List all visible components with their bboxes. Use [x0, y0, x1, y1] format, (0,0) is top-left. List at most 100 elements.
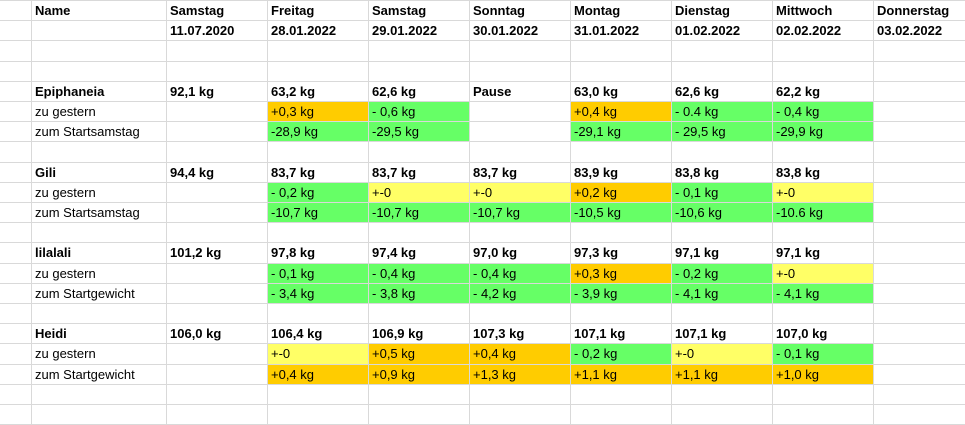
- diff-cell[interactable]: [470, 102, 570, 121]
- total-cell[interactable]: +1,1 kg: [571, 365, 671, 384]
- row-label-cell[interactable]: zum Startsamstag: [35, 205, 140, 220]
- diff-cell[interactable]: [167, 344, 267, 364]
- header-date-cell[interactable]: 11.07.2020: [170, 23, 235, 38]
- diff-cell[interactable]: +-0: [773, 264, 873, 283]
- weight-cell[interactable]: 62,6 kg: [372, 84, 417, 99]
- diff-cell[interactable]: +-0: [369, 183, 469, 202]
- header-date-cell[interactable]: 03.02.2022: [877, 23, 943, 38]
- diff-cell[interactable]: - 0,1 kg: [773, 344, 873, 364]
- diff-cell[interactable]: +0,2 kg: [571, 183, 671, 202]
- weight-cell[interactable]: 106,4 kg: [271, 326, 323, 341]
- weight-cell[interactable]: 107,0 kg: [776, 326, 828, 341]
- total-cell[interactable]: -10,5 kg: [571, 203, 671, 222]
- diff-cell[interactable]: +0,4 kg: [571, 102, 671, 121]
- person-name-cell[interactable]: lilalali: [35, 245, 72, 260]
- weight-cell[interactable]: Pause: [473, 84, 512, 99]
- total-cell[interactable]: +1,1 kg: [672, 365, 772, 384]
- weight-cell[interactable]: 107,3 kg: [473, 326, 525, 341]
- total-cell[interactable]: +1,3 kg: [470, 365, 570, 384]
- total-cell[interactable]: - 4,1 kg: [773, 284, 873, 303]
- weight-cell[interactable]: 63,2 kg: [271, 84, 316, 99]
- diff-cell[interactable]: [167, 183, 267, 202]
- weight-cell[interactable]: 106,9 kg: [372, 326, 424, 341]
- diff-cell[interactable]: - 0,2 kg: [571, 344, 671, 364]
- diff-cell[interactable]: +0,5 kg: [369, 344, 469, 364]
- total-cell[interactable]: - 3,8 kg: [369, 284, 469, 303]
- header-date-cell[interactable]: 31.01.2022: [574, 23, 640, 38]
- diff-cell[interactable]: +0,3 kg: [571, 264, 671, 283]
- header-day-cell[interactable]: Samstag: [170, 3, 225, 18]
- diff-cell[interactable]: +-0: [773, 183, 873, 202]
- weight-cell[interactable]: 97,1 kg: [675, 245, 720, 260]
- header-day-cell[interactable]: Mittwoch: [776, 3, 833, 18]
- total-cell[interactable]: -10,7 kg: [369, 203, 469, 222]
- weight-cell[interactable]: 97,4 kg: [372, 245, 417, 260]
- row-label-cell[interactable]: zu gestern: [35, 346, 96, 361]
- total-cell[interactable]: - 3,4 kg: [268, 284, 368, 303]
- diff-cell[interactable]: [874, 183, 965, 202]
- diff-cell[interactable]: +-0: [470, 183, 570, 202]
- weight-cell[interactable]: 107,1 kg: [574, 326, 626, 341]
- row-label-cell[interactable]: zu gestern: [35, 266, 96, 281]
- total-cell[interactable]: +0,9 kg: [369, 365, 469, 384]
- total-cell[interactable]: [470, 122, 570, 141]
- header-date-cell[interactable]: 30.01.2022: [473, 23, 539, 38]
- diff-cell[interactable]: - 0,2 kg: [672, 264, 772, 283]
- diff-cell[interactable]: +0,4 kg: [470, 344, 570, 364]
- diff-cell[interactable]: - 0.4 kg: [672, 102, 772, 121]
- row-label-cell[interactable]: zum Startgewicht: [35, 367, 135, 382]
- weight-cell[interactable]: [874, 163, 965, 182]
- total-cell[interactable]: -29,5 kg: [369, 122, 469, 141]
- diff-cell[interactable]: [167, 264, 267, 283]
- total-cell[interactable]: -10,7 kg: [268, 203, 368, 222]
- header-day-cell[interactable]: Freitag: [271, 3, 315, 18]
- weight-cell[interactable]: 97,3 kg: [574, 245, 619, 260]
- diff-cell[interactable]: - 0,1 kg: [268, 264, 368, 283]
- weight-cell[interactable]: 92,1 kg: [170, 84, 215, 99]
- header-day-cell[interactable]: Sonntag: [473, 3, 525, 18]
- total-cell[interactable]: [874, 203, 965, 222]
- diff-cell[interactable]: [874, 102, 965, 121]
- header-day-cell[interactable]: Dienstag: [675, 3, 730, 18]
- row-label-cell[interactable]: zum Startgewicht: [35, 286, 135, 301]
- diff-cell[interactable]: +-0: [268, 344, 368, 364]
- header-date-cell[interactable]: 29.01.2022: [372, 23, 438, 38]
- diff-cell[interactable]: [874, 344, 965, 364]
- diff-cell[interactable]: - 0,6 kg: [369, 102, 469, 121]
- total-cell[interactable]: [167, 203, 267, 222]
- diff-cell[interactable]: [874, 264, 965, 283]
- weight-cell[interactable]: [874, 243, 965, 263]
- weight-cell[interactable]: 97,0 kg: [473, 245, 518, 260]
- diff-cell[interactable]: [167, 102, 267, 121]
- weight-cell[interactable]: 83,7 kg: [372, 165, 417, 180]
- weight-cell[interactable]: 83,8 kg: [776, 165, 821, 180]
- row-label-cell[interactable]: zu gestern: [35, 185, 96, 200]
- weight-cell[interactable]: 83,7 kg: [271, 165, 316, 180]
- weight-cell[interactable]: 101,2 kg: [170, 245, 222, 260]
- diff-cell[interactable]: +0,3 kg: [268, 102, 368, 121]
- diff-cell[interactable]: +-0: [672, 344, 772, 364]
- diff-cell[interactable]: - 0,4 kg: [470, 264, 570, 283]
- weight-cell[interactable]: 94,4 kg: [170, 165, 215, 180]
- header-day-cell[interactable]: Samstag: [372, 3, 427, 18]
- header-day-cell[interactable]: Donnerstag: [877, 3, 950, 18]
- diff-cell[interactable]: - 0,4 kg: [369, 264, 469, 283]
- weight-cell[interactable]: 62,2 kg: [776, 84, 821, 99]
- total-cell[interactable]: +1,0 kg: [773, 365, 873, 384]
- total-cell[interactable]: [874, 365, 965, 384]
- person-name-cell[interactable]: Epiphaneia: [35, 84, 105, 99]
- total-cell[interactable]: -10.6 kg: [773, 203, 873, 222]
- header-date-cell[interactable]: 01.02.2022: [675, 23, 741, 38]
- total-cell[interactable]: +0,4 kg: [268, 365, 368, 384]
- weight-cell[interactable]: 83,8 kg: [675, 165, 720, 180]
- weight-cell[interactable]: 97,8 kg: [271, 245, 316, 260]
- weight-cell[interactable]: 106,0 kg: [170, 326, 222, 341]
- weight-cell[interactable]: 83,9 kg: [574, 165, 619, 180]
- diff-cell[interactable]: - 0,1 kg: [672, 183, 772, 202]
- weight-cell[interactable]: [874, 82, 965, 101]
- diff-cell[interactable]: - 0,4 kg: [773, 102, 873, 121]
- person-name-cell[interactable]: Gili: [35, 165, 56, 180]
- total-cell[interactable]: - 4,2 kg: [470, 284, 570, 303]
- total-cell[interactable]: [874, 122, 965, 141]
